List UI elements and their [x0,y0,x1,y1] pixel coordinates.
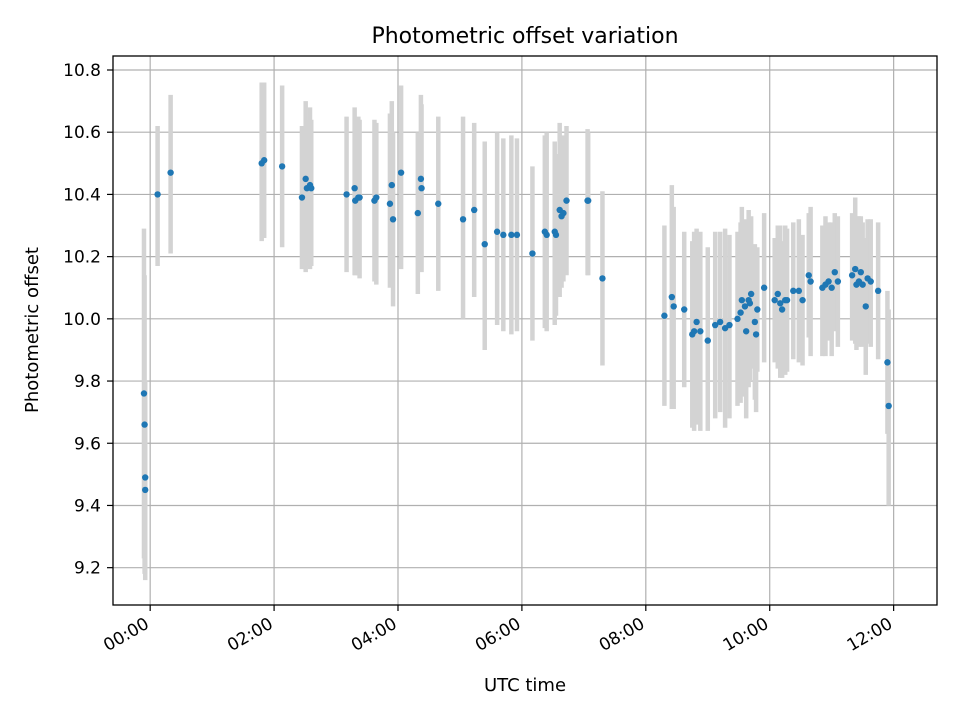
data-point [848,272,856,279]
data-point [508,231,515,239]
data-point [751,318,759,326]
y-tick-label: 10.0 [63,310,101,330]
data-point [418,184,425,192]
data-point [529,250,536,257]
data-point [599,275,606,282]
data-point [386,200,394,207]
data-point [298,194,306,201]
y-axis-label: Photometric offset [22,247,43,413]
y-tick-label: 10.6 [63,123,101,143]
data-points [140,157,892,494]
data-point [859,281,866,288]
data-point [774,290,781,298]
plot-frame [112,55,938,606]
data-point [777,300,784,307]
data-point [552,231,560,239]
y-tick-label: 9.8 [74,372,101,392]
data-point [481,240,488,248]
data-point [681,306,688,313]
data-point [543,231,550,239]
data-point [799,296,806,304]
data-point [560,209,567,217]
data-point [563,197,570,204]
y-tick-label: 10.2 [63,248,101,268]
data-point [513,231,521,239]
data-point [737,309,744,316]
data-point [712,321,719,329]
data-point [584,197,592,204]
data-point [834,278,842,285]
y-tick-label: 10.4 [63,185,101,205]
data-point [790,287,797,295]
data-point [831,268,838,276]
data-point [807,278,814,285]
data-point [867,278,874,285]
data-point [778,306,786,313]
data-point [388,181,395,189]
data-point [690,328,698,335]
data-point [752,331,760,338]
data-point [351,184,358,192]
data-point [825,278,832,285]
data-point [459,216,467,223]
data-point [260,157,268,164]
data-point [742,328,750,335]
data-point [389,216,397,223]
data-point [693,318,700,326]
data-point [141,421,148,428]
data-point [885,402,892,410]
data-point [668,293,676,301]
data-point [746,300,754,307]
data-point [356,194,363,201]
data-point [670,303,677,310]
data-point [704,337,711,344]
data-point [771,296,778,304]
data-point [493,228,501,235]
data-point [857,268,864,276]
data-point [278,163,286,170]
y-tick-label: 10.8 [63,61,101,81]
y-tick-label: 9.4 [74,496,101,516]
data-point [852,265,859,273]
data-point [435,200,442,207]
data-point [500,231,507,239]
data-point [862,303,869,310]
data-point [783,296,791,304]
data-point [828,284,835,291]
data-point [343,191,350,198]
data-point [805,272,812,279]
data-point [884,359,891,366]
data-point [302,175,309,183]
data-point [470,206,478,214]
data-point [142,474,149,481]
data-point [397,169,405,176]
data-point [140,390,148,397]
grid [113,56,937,605]
data-point [795,287,803,295]
data-point [747,290,755,298]
data-point [760,284,768,291]
data-point [417,175,425,183]
data-point [661,312,668,319]
data-point [874,287,882,295]
data-point [142,486,149,494]
data-point [154,191,161,198]
chart-title: Photometric offset variation [371,24,678,49]
data-point [167,169,174,176]
data-point [697,328,704,335]
y-tick-label: 9.6 [74,434,101,454]
data-point [754,306,761,313]
data-point [414,209,422,217]
data-point [741,303,749,310]
data-point [373,194,380,201]
y-axis-ticks: 9.2 9.4 9.6 9.8 10.0 10.2 10.4 10.6 10.8 [63,61,113,579]
data-point [716,318,724,326]
data-point [726,321,733,329]
x-axis-label: UTC time [484,675,566,696]
data-point [734,315,741,323]
y-tick-label: 9.2 [74,559,101,579]
data-point [308,184,315,192]
data-point [738,296,746,304]
